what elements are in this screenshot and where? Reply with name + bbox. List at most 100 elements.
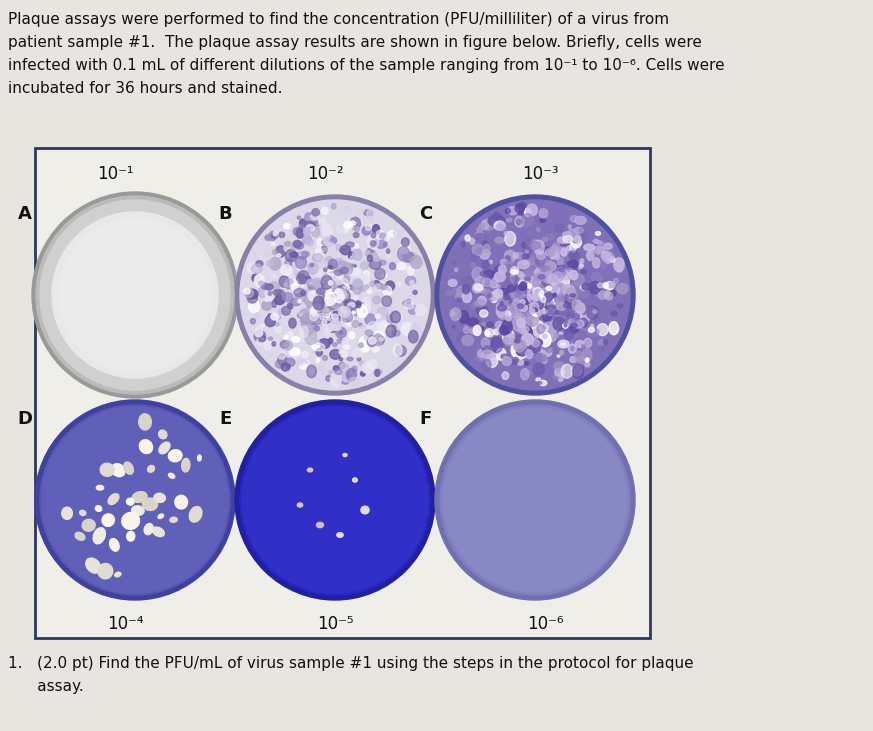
Ellipse shape [304, 227, 311, 236]
Ellipse shape [290, 252, 298, 257]
Ellipse shape [526, 270, 537, 286]
Ellipse shape [339, 306, 345, 314]
Ellipse shape [532, 300, 542, 311]
Ellipse shape [326, 292, 333, 302]
Ellipse shape [318, 288, 327, 298]
Ellipse shape [567, 229, 577, 241]
Ellipse shape [340, 310, 344, 314]
Ellipse shape [545, 293, 552, 302]
Ellipse shape [540, 340, 544, 342]
Ellipse shape [144, 523, 153, 534]
Ellipse shape [154, 493, 166, 502]
Ellipse shape [270, 257, 281, 270]
Ellipse shape [544, 272, 554, 279]
Ellipse shape [475, 234, 486, 240]
Ellipse shape [340, 350, 347, 357]
Ellipse shape [93, 528, 106, 544]
Ellipse shape [322, 314, 325, 317]
Ellipse shape [503, 330, 514, 344]
Ellipse shape [410, 281, 414, 286]
Ellipse shape [536, 287, 544, 293]
Ellipse shape [518, 292, 530, 307]
Ellipse shape [328, 265, 333, 269]
Ellipse shape [385, 262, 392, 272]
Ellipse shape [505, 277, 517, 286]
Ellipse shape [550, 320, 559, 332]
Ellipse shape [515, 204, 525, 213]
Ellipse shape [456, 298, 459, 303]
Ellipse shape [513, 253, 518, 258]
Ellipse shape [531, 276, 540, 289]
Ellipse shape [279, 276, 289, 287]
Ellipse shape [478, 349, 484, 357]
Ellipse shape [519, 341, 525, 348]
Ellipse shape [333, 295, 342, 304]
Ellipse shape [321, 240, 328, 245]
Ellipse shape [476, 355, 485, 361]
Ellipse shape [339, 331, 343, 334]
Ellipse shape [521, 283, 526, 289]
Ellipse shape [490, 279, 498, 288]
Ellipse shape [533, 293, 538, 299]
Ellipse shape [527, 289, 538, 303]
Ellipse shape [508, 207, 518, 215]
Ellipse shape [540, 380, 546, 386]
Ellipse shape [574, 227, 583, 233]
Ellipse shape [530, 284, 540, 292]
Ellipse shape [471, 249, 481, 256]
Ellipse shape [533, 298, 539, 303]
Circle shape [235, 195, 435, 395]
Ellipse shape [500, 260, 507, 265]
Ellipse shape [272, 243, 275, 245]
Ellipse shape [521, 213, 533, 226]
Ellipse shape [536, 290, 540, 294]
Ellipse shape [328, 338, 333, 344]
Ellipse shape [295, 244, 299, 250]
Ellipse shape [538, 381, 541, 385]
Ellipse shape [407, 266, 414, 276]
Ellipse shape [374, 281, 379, 284]
Ellipse shape [326, 289, 333, 295]
Ellipse shape [545, 330, 556, 342]
Ellipse shape [558, 265, 565, 272]
Ellipse shape [336, 225, 345, 232]
Ellipse shape [319, 362, 326, 367]
Ellipse shape [347, 291, 357, 302]
Ellipse shape [575, 300, 581, 308]
Ellipse shape [330, 282, 341, 296]
Ellipse shape [521, 330, 527, 334]
Ellipse shape [276, 246, 285, 257]
Ellipse shape [557, 257, 563, 266]
Ellipse shape [588, 327, 595, 333]
Ellipse shape [334, 270, 342, 276]
Ellipse shape [301, 322, 312, 329]
Ellipse shape [336, 372, 342, 376]
Ellipse shape [546, 278, 553, 288]
Ellipse shape [551, 246, 560, 258]
Ellipse shape [293, 259, 299, 264]
Ellipse shape [347, 306, 353, 312]
Ellipse shape [535, 289, 546, 299]
Ellipse shape [368, 255, 373, 262]
Ellipse shape [376, 283, 382, 288]
Ellipse shape [598, 340, 604, 346]
Ellipse shape [306, 289, 312, 295]
Ellipse shape [278, 308, 285, 314]
Ellipse shape [345, 206, 351, 212]
Ellipse shape [333, 286, 338, 292]
Ellipse shape [300, 291, 305, 295]
Ellipse shape [382, 296, 392, 306]
Ellipse shape [324, 237, 335, 246]
Ellipse shape [476, 283, 480, 288]
Ellipse shape [560, 332, 563, 334]
Ellipse shape [405, 276, 416, 285]
Ellipse shape [409, 330, 418, 343]
Ellipse shape [338, 301, 350, 317]
Ellipse shape [357, 276, 364, 284]
Ellipse shape [247, 293, 258, 303]
Ellipse shape [274, 323, 279, 326]
Ellipse shape [530, 314, 541, 321]
Ellipse shape [387, 315, 393, 323]
Ellipse shape [539, 291, 544, 298]
Ellipse shape [540, 208, 547, 218]
